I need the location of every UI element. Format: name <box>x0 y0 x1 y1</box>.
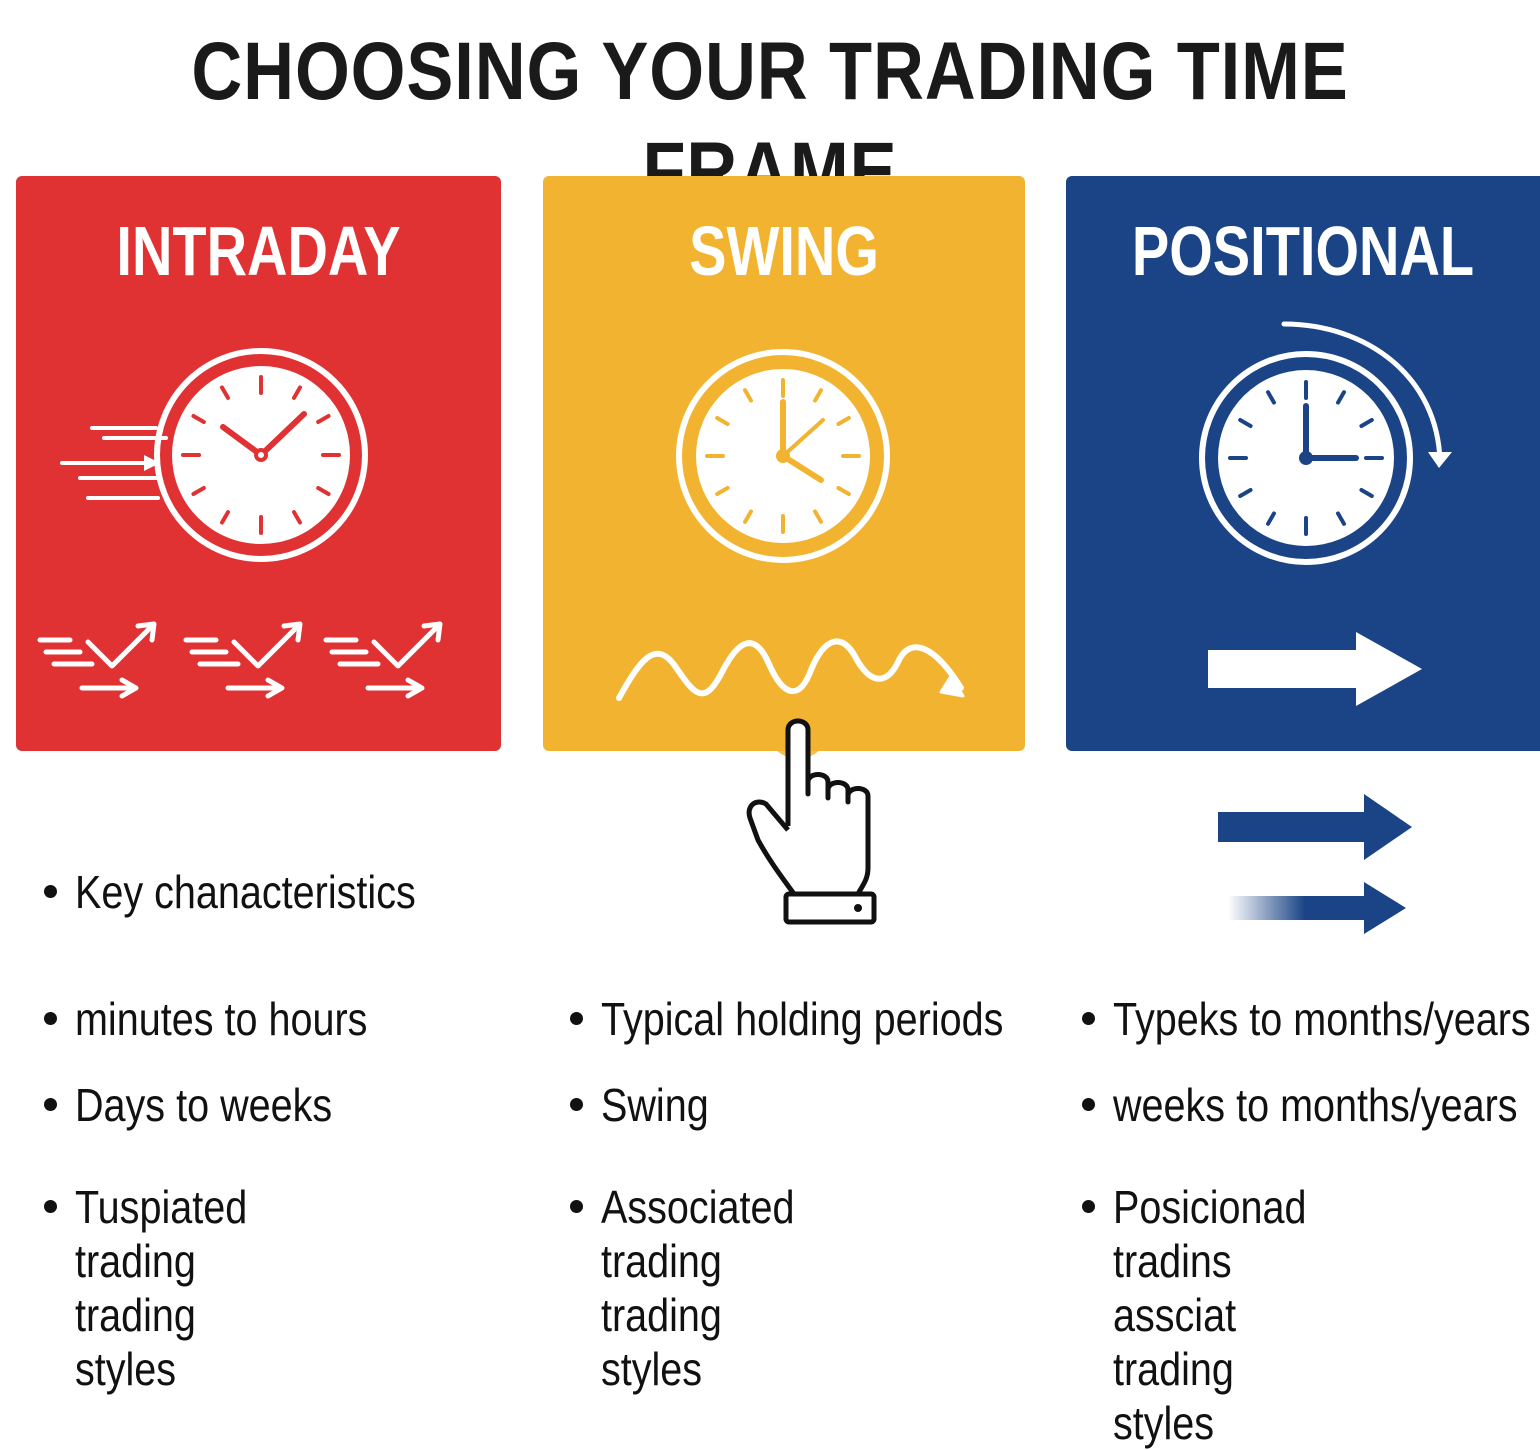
list-item: Posicionad tradins assciat trading style… <box>1082 1180 1343 1450</box>
panel-swing: SWING <box>543 176 1025 751</box>
clock-tick <box>715 416 730 426</box>
list-item: Swing <box>570 1078 731 1132</box>
positional-illustration <box>1199 321 1452 706</box>
list-item: Key chanacteristics <box>44 865 476 919</box>
panel-title-positional: POSITIONAL <box>1131 212 1475 290</box>
clock-tick <box>1266 390 1276 405</box>
list-item: weeks to months/years <box>1082 1078 1540 1132</box>
clock-tick <box>1238 488 1253 498</box>
clock-tick <box>1359 418 1374 428</box>
clock-tick <box>1238 418 1253 428</box>
list-item: Associated trading trading styles <box>570 1180 831 1396</box>
clock-tick <box>220 510 230 525</box>
clock-tick <box>836 486 851 496</box>
long-arrow-icon <box>1208 632 1422 706</box>
wave-trend-icon <box>616 638 965 701</box>
clock-tick <box>1336 511 1346 526</box>
clock-tick <box>220 385 230 400</box>
list-item: Typical holding periods <box>570 992 1074 1046</box>
panel-title-swing: SWING <box>689 212 879 290</box>
list-item: Typeks to months/years <box>1082 992 1540 1046</box>
clock-tick <box>191 486 206 496</box>
page-title: CHOOSING YOUR TRADING TIME FRAME <box>191 26 1349 217</box>
clock-tick <box>1359 488 1374 498</box>
list-item: minutes to hours <box>44 992 420 1046</box>
clock-tick <box>316 486 331 496</box>
swing-illustration <box>616 349 965 701</box>
intraday-illustration <box>37 348 443 699</box>
clock-tick <box>836 416 851 426</box>
panel-positional: POSITIONAL <box>1066 176 1540 751</box>
panel-title-intraday: INTRADAY <box>116 212 401 290</box>
clock-tick <box>813 388 823 403</box>
clock-with-circular-arrow-icon <box>1199 321 1452 565</box>
fast-clock-icon <box>60 348 368 562</box>
list-item: Days to weeks <box>44 1078 379 1132</box>
clock-tick <box>1336 390 1346 405</box>
list-item: Tuspiated trading trading styles <box>44 1180 280 1396</box>
panel-intraday: INTRADAY <box>16 176 501 751</box>
quick-trade-arrows-icon <box>37 621 443 699</box>
clock-tick <box>292 385 302 400</box>
clock-tick <box>1266 511 1276 526</box>
clock-icon <box>676 349 890 563</box>
clock-tick <box>813 509 823 524</box>
clock-tick <box>743 509 753 524</box>
hand-pointer-icon <box>746 693 877 925</box>
clock-tick <box>316 414 331 424</box>
clock-tick <box>292 510 302 525</box>
clock-tick <box>191 414 206 424</box>
clock-tick <box>743 388 753 403</box>
blue-double-arrow-icon <box>1218 794 1412 934</box>
clock-tick <box>715 486 730 496</box>
